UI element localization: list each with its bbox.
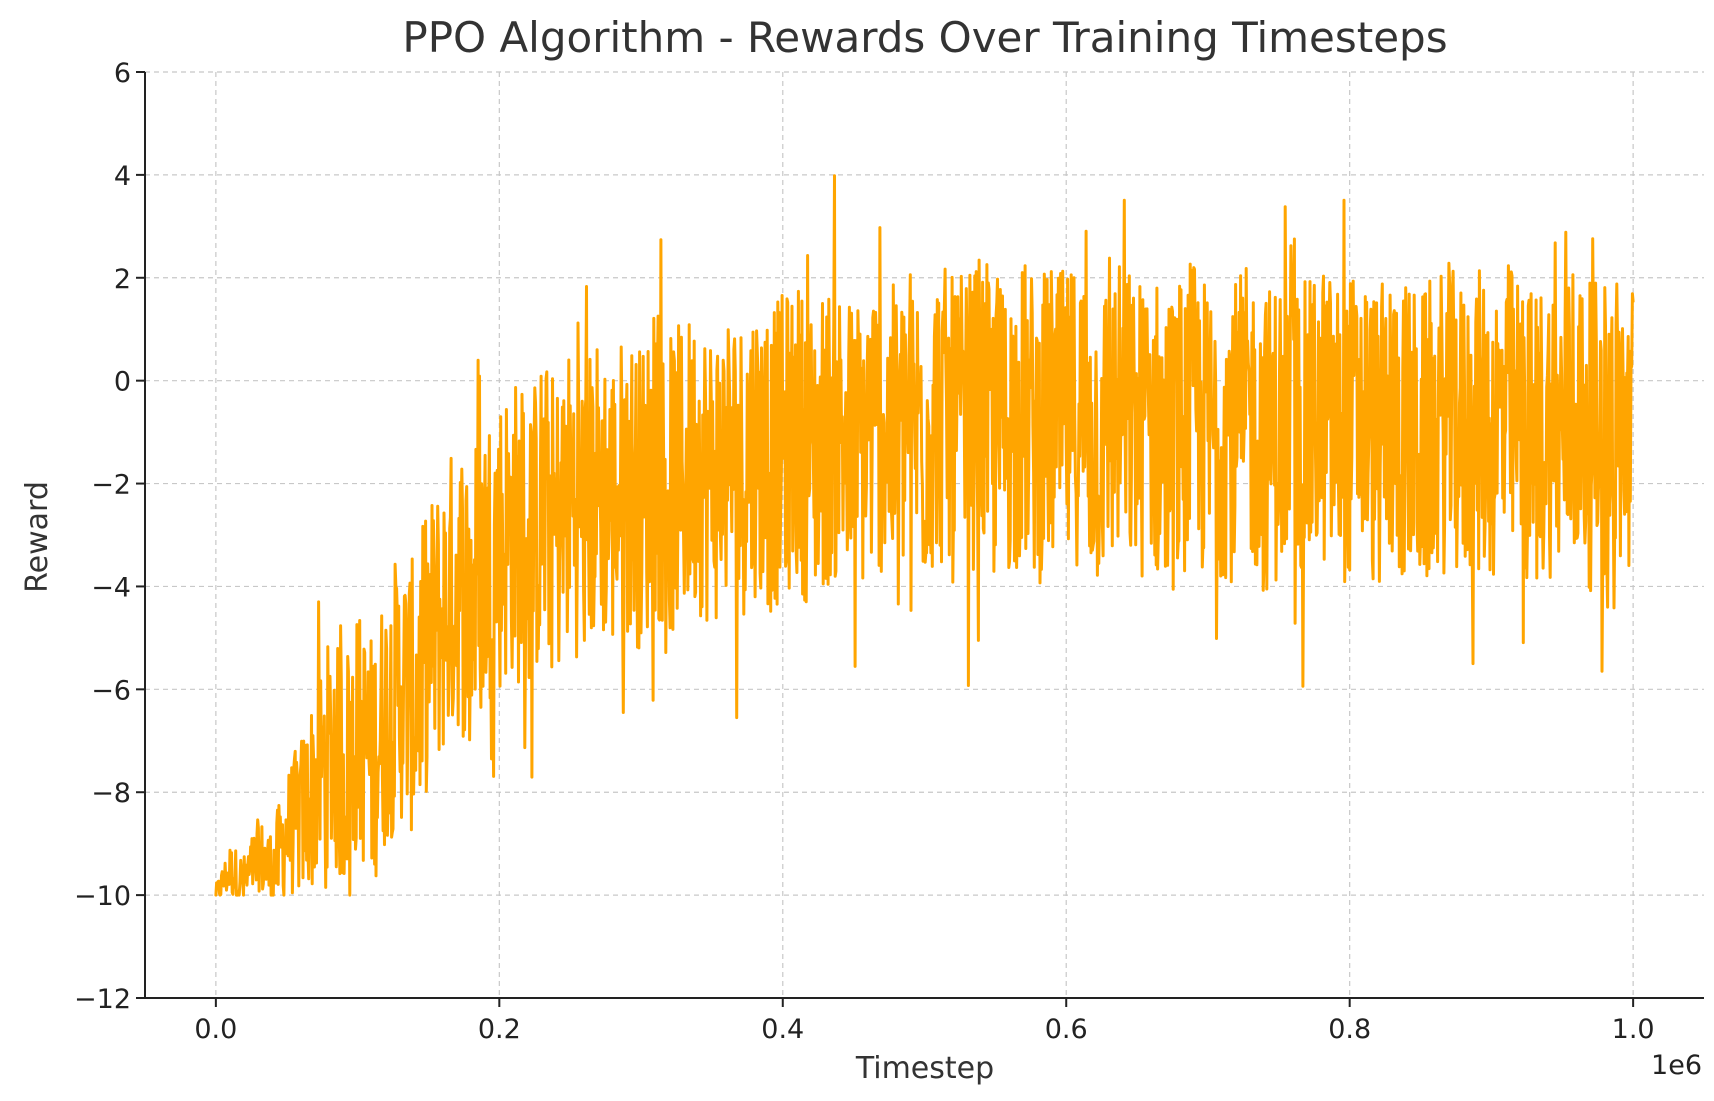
series-layer bbox=[214, 174, 1635, 897]
y-ticks: −12 −10 −8 −6 −4 −2 0 2 4 6 bbox=[74, 58, 145, 1015]
y-tick-label: −6 bbox=[91, 675, 131, 706]
y-axis-label: Reward bbox=[20, 481, 55, 593]
x-tick-label: 1.0 bbox=[1612, 1014, 1655, 1045]
y-tick-label: −10 bbox=[74, 881, 131, 912]
x-ticks: 0.0 0.2 0.4 0.6 0.8 1.0 bbox=[194, 998, 1655, 1045]
x-tick-label: 0.8 bbox=[1328, 1014, 1371, 1045]
y-tick-label: 2 bbox=[114, 264, 131, 295]
x-axis-offset-label: 1e6 bbox=[1651, 1050, 1702, 1081]
y-tick-label: −2 bbox=[91, 470, 131, 501]
x-tick-label: 0.2 bbox=[478, 1014, 521, 1045]
y-tick-label: −4 bbox=[91, 572, 131, 603]
x-tick-label: 0.0 bbox=[194, 1014, 237, 1045]
y-tick-label: 0 bbox=[114, 367, 131, 398]
y-tick-label: 4 bbox=[114, 161, 131, 192]
chart-title: PPO Algorithm - Rewards Over Training Ti… bbox=[402, 13, 1447, 62]
reward-series-line bbox=[214, 174, 1635, 897]
x-tick-label: 0.4 bbox=[761, 1014, 804, 1045]
y-tick-label: −12 bbox=[74, 984, 131, 1015]
y-tick-label: 6 bbox=[114, 58, 131, 89]
y-tick-label: −8 bbox=[91, 778, 131, 809]
x-axis-label: Timestep bbox=[855, 1051, 994, 1086]
axes bbox=[144, 72, 1704, 999]
x-tick-label: 0.6 bbox=[1045, 1014, 1088, 1045]
